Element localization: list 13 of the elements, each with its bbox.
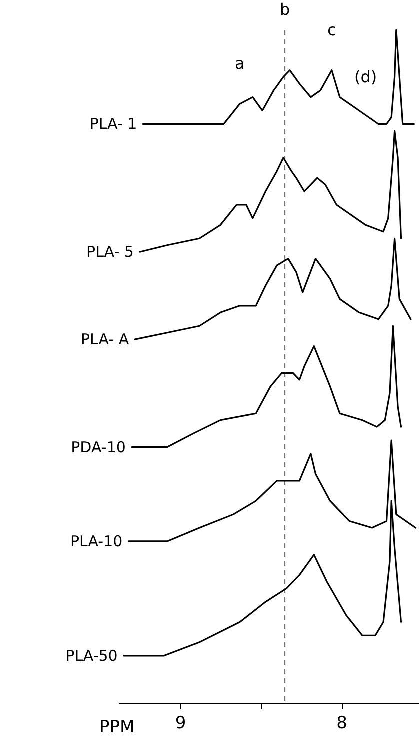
series-label: PLA-50 <box>66 646 118 665</box>
series-label: PDA-10 <box>71 438 126 456</box>
x-axis-title: PPM <box>100 718 135 738</box>
x-tick-label: 8 <box>336 714 348 734</box>
series-label: PLA- 1 <box>90 115 138 134</box>
series-label: PLA-10 <box>70 532 123 550</box>
annotation: (d) <box>354 67 378 86</box>
annotation: a <box>235 54 245 74</box>
series-label: PLA- 5 <box>86 243 134 262</box>
x-tick-label: 9 <box>175 714 186 734</box>
annotation: c <box>328 20 336 40</box>
series-label: PLA- A <box>81 330 130 349</box>
annotation: b <box>280 0 290 20</box>
